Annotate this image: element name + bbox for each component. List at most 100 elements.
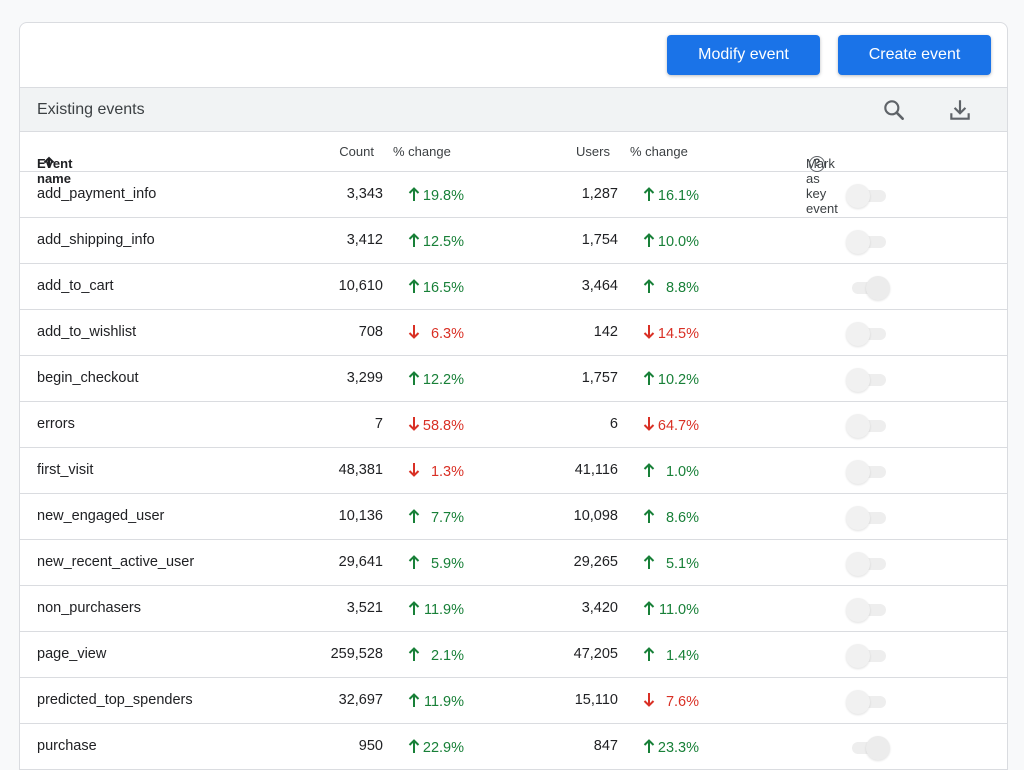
toggle-knob <box>866 276 890 300</box>
arrow-up-icon <box>643 186 655 206</box>
key-event-toggle[interactable] <box>846 506 890 530</box>
event-users: 847 <box>593 738 618 754</box>
toggle-knob <box>846 644 870 668</box>
toggle-knob <box>846 230 870 254</box>
event-users: 1,757 <box>581 370 618 386</box>
table-header: Event name Count % change Users % change… <box>20 132 1007 216</box>
key-event-toggle[interactable] <box>846 230 890 254</box>
event-name[interactable]: add_to_wishlist <box>37 324 137 340</box>
arrow-down-icon <box>643 416 655 436</box>
arrow-up-icon <box>643 646 655 666</box>
event-name[interactable]: predicted_top_spenders <box>37 692 193 708</box>
key-event-toggle[interactable] <box>846 598 890 622</box>
key-event-toggle[interactable] <box>846 368 890 392</box>
event-users: 3,420 <box>581 600 618 616</box>
event-users: 3,464 <box>581 278 618 294</box>
table-row: predicted_top_spenders 32,697 11.9% 15,1… <box>20 678 1007 724</box>
users-change: 11.0% <box>643 600 699 620</box>
arrow-up-icon <box>643 232 655 252</box>
event-count: 3,521 <box>346 600 383 616</box>
key-event-toggle[interactable] <box>846 644 890 668</box>
count-change: 12.5% <box>408 232 464 252</box>
count-change: 2.1% <box>408 646 464 666</box>
event-count: 3,412 <box>346 232 383 248</box>
users-change-value: 14.5% <box>657 326 699 342</box>
count-change-value: 16.5% <box>422 280 464 296</box>
users-change: 1.4% <box>643 646 699 666</box>
table-row: non_purchasers 3,521 11.9% 3,420 11.0% <box>20 586 1007 632</box>
event-name[interactable]: non_purchasers <box>37 600 141 616</box>
count-change-value: 7.7% <box>430 510 464 526</box>
key-event-toggle[interactable] <box>846 552 890 576</box>
create-event-button[interactable]: Create event <box>838 35 991 75</box>
download-icon[interactable] <box>947 97 973 123</box>
key-event-toggle[interactable] <box>846 322 890 346</box>
key-event-toggle[interactable] <box>846 276 890 300</box>
users-change: 8.6% <box>643 508 699 528</box>
events-card: Modify event Create event Existing event… <box>19 22 1008 770</box>
key-event-toggle[interactable] <box>846 460 890 484</box>
arrow-up-icon <box>408 646 420 666</box>
count-change: 6.3% <box>408 324 464 344</box>
key-event-toggle[interactable] <box>846 414 890 438</box>
users-change-value: 64.7% <box>657 418 699 434</box>
arrow-up-icon <box>408 186 420 206</box>
count-change-value: 11.9% <box>423 694 464 710</box>
users-change-value: 5.1% <box>665 556 699 572</box>
event-count: 7 <box>374 416 383 432</box>
count-change: 7.7% <box>408 508 464 528</box>
help-icon[interactable]: ? <box>809 156 825 172</box>
event-name[interactable]: begin_checkout <box>37 370 139 386</box>
toggle-knob <box>846 368 870 392</box>
column-count-change[interactable]: % change <box>393 144 451 159</box>
arrow-up-icon <box>643 554 655 574</box>
toggle-knob <box>846 184 870 208</box>
users-change: 10.2% <box>643 370 699 390</box>
table-row: purchase 950 22.9% 847 23.3% <box>20 724 1007 770</box>
arrow-down-icon <box>408 462 420 482</box>
arrow-up-icon <box>643 600 655 620</box>
column-users-change[interactable]: % change <box>630 144 688 159</box>
event-count: 32,697 <box>338 692 383 708</box>
users-change: 8.8% <box>643 278 699 298</box>
key-event-toggle[interactable] <box>846 690 890 714</box>
arrow-up-icon <box>408 600 420 620</box>
event-name[interactable]: page_view <box>37 646 107 662</box>
key-event-toggle[interactable] <box>846 184 890 208</box>
event-name[interactable]: add_to_cart <box>37 278 114 294</box>
event-count: 950 <box>358 738 383 754</box>
search-icon[interactable] <box>881 97 907 123</box>
toolbar: Modify event Create event <box>20 23 1007 88</box>
column-count[interactable]: Count <box>339 144 374 159</box>
table-row: begin_checkout 3,299 12.2% 1,757 10.2% <box>20 356 1007 402</box>
count-change: 22.9% <box>408 738 464 758</box>
event-count: 3,299 <box>346 370 383 386</box>
event-name[interactable]: new_engaged_user <box>37 508 165 524</box>
event-count: 48,381 <box>338 462 383 478</box>
event-count: 708 <box>358 324 383 340</box>
event-users: 10,098 <box>573 508 618 524</box>
table-row: first_visit 48,381 1.3% 41,116 1.0% <box>20 448 1007 494</box>
arrow-down-icon <box>408 324 420 344</box>
count-change-value: 6.3% <box>430 326 464 342</box>
key-event-toggle[interactable] <box>846 736 890 760</box>
users-change: 14.5% <box>643 324 699 344</box>
modify-event-button[interactable]: Modify event <box>667 35 820 75</box>
users-change: 7.6% <box>643 692 699 712</box>
count-change-value: 11.9% <box>423 602 464 618</box>
count-change-value: 12.2% <box>422 372 464 388</box>
event-name[interactable]: add_payment_info <box>37 186 157 202</box>
toggle-knob <box>846 460 870 484</box>
arrow-down-icon <box>408 416 420 436</box>
event-name[interactable]: errors <box>37 416 75 432</box>
event-name[interactable]: purchase <box>37 738 97 754</box>
event-name[interactable]: new_recent_active_user <box>37 554 195 570</box>
users-change-value: 11.0% <box>658 602 699 618</box>
column-users[interactable]: Users <box>576 144 610 159</box>
table-row: page_view 259,528 2.1% 47,205 1.4% <box>20 632 1007 678</box>
event-name[interactable]: first_visit <box>37 462 94 478</box>
table-row: new_engaged_user 10,136 7.7% 10,098 8.6% <box>20 494 1007 540</box>
event-name[interactable]: add_shipping_info <box>37 232 155 248</box>
users-change: 23.3% <box>643 738 699 758</box>
arrow-down-icon <box>643 324 655 344</box>
